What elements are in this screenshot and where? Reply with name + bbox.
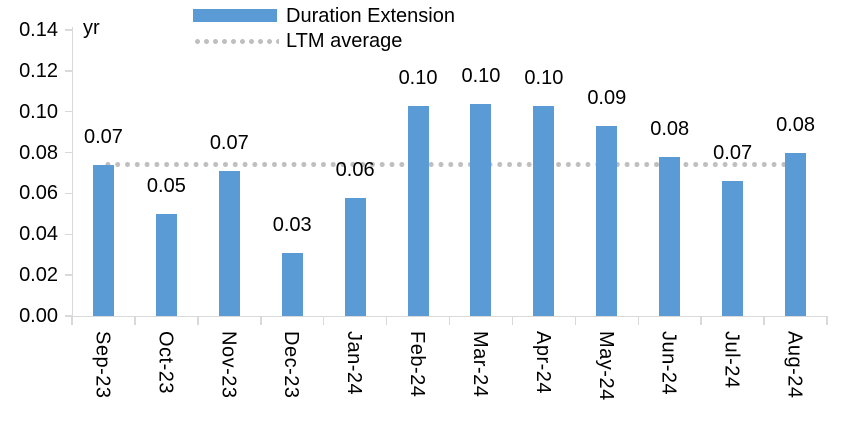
x-axis-label-jul-24: Jul-24 [720,331,743,389]
x-axis-label-nov-23: Nov-23 [217,331,240,399]
chart-legend: Duration Extension LTM average [193,2,455,53]
y-axis-tick [65,110,72,113]
y-axis-tick-label: 0.06 [19,182,58,205]
y-axis-tick [65,70,72,72]
x-axis-tick [197,316,199,325]
bar-value-label-mar-24: 0.10 [461,64,501,87]
bar-jun-24 [659,156,681,316]
x-axis-label-sep-23: Sep-23 [91,331,114,399]
x-axis-label-jan-24: Jan-24 [343,331,366,396]
bar-value-label-oct-23: 0.05 [146,174,186,197]
bar-value-label-apr-24: 0.10 [524,66,564,89]
bar-mar-24 [470,103,492,316]
x-axis-label-feb-24: Feb-24 [406,331,429,398]
bar-jan-24 [344,197,366,316]
legend-dotted-line-swatch [193,38,279,44]
legend-label-ltm-average: LTM average [286,30,403,52]
x-axis-tick [637,316,639,325]
bar-nov-23 [218,170,240,316]
y-axis-tick-label: 0.04 [19,223,58,246]
legend-entry-duration-extension: Duration Extension [193,2,455,29]
x-axis-label-jun-24: Jun-24 [657,331,680,396]
x-axis-tick [322,316,325,325]
x-axis-label-aug-24: Aug-24 [783,331,806,399]
x-axis-tick [71,316,73,325]
bar-value-label-jun-24: 0.08 [650,117,690,140]
bar-sep-23 [92,164,114,316]
x-axis-label-apr-24: Apr-24 [531,331,554,395]
legend-entry-ltm-average: LTM average [193,29,455,53]
bar-apr-24 [533,105,555,316]
legend-label-duration-extension: Duration Extension [286,4,455,27]
y-axis-tick-label: 0.14 [19,19,58,41]
bar-oct-23 [155,213,177,316]
y-axis-tick [65,192,72,195]
x-axis-tick [448,316,451,325]
bar-value-label-nov-23: 0.07 [209,131,249,154]
x-axis-tick [260,316,262,325]
x-axis-label-may-24: May-24 [594,331,617,401]
x-axis-tick [574,316,577,325]
x-axis-tick [700,316,702,325]
y-axis-tick-label: 0.12 [19,59,58,82]
x-axis-label-dec-23: Dec-23 [280,331,303,399]
x-axis-label-oct-23: Oct-23 [154,331,177,395]
x-axis-tick [511,316,514,325]
bar-value-label-dec-23: 0.03 [272,213,312,236]
y-axis-unit-label: yr [83,17,100,39]
bar-value-label-jan-24: 0.06 [335,158,375,181]
bar-value-label-jul-24: 0.07 [713,142,753,165]
y-axis-tick-label: 0.00 [19,305,58,327]
x-axis-tick [134,316,136,325]
bar-dec-23 [281,252,303,316]
ltm-average-line [103,162,796,168]
x-axis-label-mar-24: Mar-24 [468,331,491,398]
y-axis-tick-label: 0.02 [19,264,58,287]
bar-value-label-sep-23: 0.07 [83,125,123,148]
bar-may-24 [596,126,618,316]
y-axis-tick [65,315,72,317]
y-axis-tick-label: 0.10 [19,100,58,123]
legend-bar-swatch [193,9,277,22]
bar-value-label-aug-24: 0.08 [776,113,815,136]
bar-aug-24 [785,152,807,316]
x-axis-tick [826,316,828,325]
y-axis-tick [65,29,72,31]
y-axis-tick [65,151,72,154]
y-axis-tick [65,233,72,236]
bar-value-label-feb-24: 0.10 [398,66,438,89]
y-axis-tick-label: 0.08 [19,141,58,164]
bar-value-label-may-24: 0.09 [587,87,627,109]
x-axis-tick [763,316,765,325]
bar-feb-24 [407,105,429,316]
bar-jul-24 [722,181,744,316]
y-axis-line [71,27,73,325]
x-axis-tick [385,316,388,325]
y-axis-tick [65,274,72,276]
